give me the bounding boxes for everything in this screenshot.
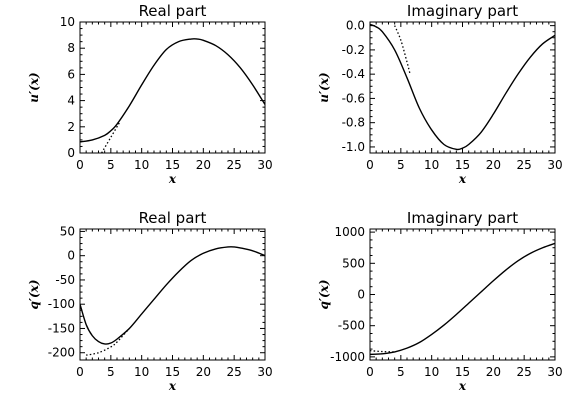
y-tick-label: -0.6 [342,91,365,105]
y-tick-label: -100 [48,297,75,311]
y-tick-label: 0.0 [346,19,365,33]
y-tick-label: 4 [67,94,75,108]
x-tick-label: 20 [196,365,211,379]
x-tick-label: 10 [424,365,439,379]
chart-title: Real part [139,2,207,20]
y-tick-label: 50 [60,224,75,238]
chart-panel-3: Real part 0 5 10 15 20 25 30 50 0 -50 -100 -150 -200 x… [27,209,273,393]
x-tick-label: 0 [366,158,374,172]
x-tick-label: 30 [257,158,272,172]
x-tick-label: 0 [76,158,84,172]
solution-curve [370,242,555,356]
x-tick-label: 10 [424,158,439,172]
x-tick-label: 15 [165,365,180,379]
x-tick-label: 5 [397,365,405,379]
x-tick-label: 10 [134,365,149,379]
y-tick-label: -0.4 [342,67,365,81]
y-axis-label: u′(x) [27,72,41,102]
x-tick-label: 30 [257,365,272,379]
asymptotic-curve [86,328,130,356]
plot-frame [369,228,556,361]
y-tick-label: 0 [67,146,75,160]
x-tick-label: 20 [486,365,501,379]
x-tick-label: 20 [196,158,211,172]
y-tick-label: 2 [67,120,75,134]
y-tick-label: 6 [67,67,75,81]
y-tick-label: -200 [48,346,75,360]
plot-frame [369,21,556,154]
y-axis-label: q′(x) [27,279,41,309]
chart-title: Imaginary part [407,2,518,20]
x-axis-label: x [458,379,467,393]
chart-title: Real part [139,209,207,227]
x-tick-label: 15 [455,158,470,172]
x-tick-label: 25 [227,365,242,379]
x-axis-label: x [458,172,467,186]
y-tick-label: 1000 [334,225,365,239]
x-tick-label: 0 [366,365,374,379]
x-tick-label: 25 [227,158,242,172]
y-tick-label: 0 [357,288,365,302]
y-tick-label: -1.0 [342,140,365,154]
x-tick-label: 25 [517,365,532,379]
y-tick-label: -150 [48,321,75,335]
chart-panel-2: Imaginary part 0 5 10 15 20 25 30 0.0 -0.2 -0.4 -0.… [317,2,563,186]
y-tick-label: 10 [60,15,75,29]
solution-curve [80,38,265,143]
solution-curve [80,246,265,345]
y-axis-label: u′(x) [317,72,331,102]
x-tick-label: 5 [397,158,405,172]
x-tick-label: 5 [107,158,115,172]
y-tick-label: -50 [55,273,75,287]
x-tick-label: 20 [486,158,501,172]
y-tick-label: 500 [342,256,365,270]
x-tick-label: 5 [107,365,115,379]
asymptotic-curve [370,349,395,353]
chart-panel-1: Real part 0 5 10 15 20 25 30 0 2 4 6 8 10 x u′(x) [27,2,273,186]
x-tick-label: 30 [547,365,562,379]
chart-panel-4: Imaginary part 0 5 10 15 20 25 30 1000 500 0 -500 -1… [317,209,563,393]
chart-title: Imaginary part [407,209,518,227]
x-axis-label: x [168,172,177,186]
x-tick-label: 15 [165,158,180,172]
y-tick-label: -0.8 [342,116,365,130]
asymptotic-curve [101,121,121,153]
x-tick-label: 25 [517,158,532,172]
y-tick-label: -0.2 [342,43,365,57]
x-axis-label: x [168,379,177,393]
y-tick-label: -500 [338,319,365,333]
x-tick-label: 10 [134,158,149,172]
y-axis-label: q′(x) [317,279,331,309]
solution-curve [370,23,555,151]
x-tick-label: 30 [547,158,562,172]
x-tick-label: 15 [455,365,470,379]
asymptotic-curve [394,25,411,75]
y-tick-label: 0 [67,249,75,263]
y-tick-label: -1000 [330,350,365,364]
y-tick-label: 8 [67,41,75,55]
plot-frame [79,228,266,361]
x-tick-label: 0 [76,365,84,379]
